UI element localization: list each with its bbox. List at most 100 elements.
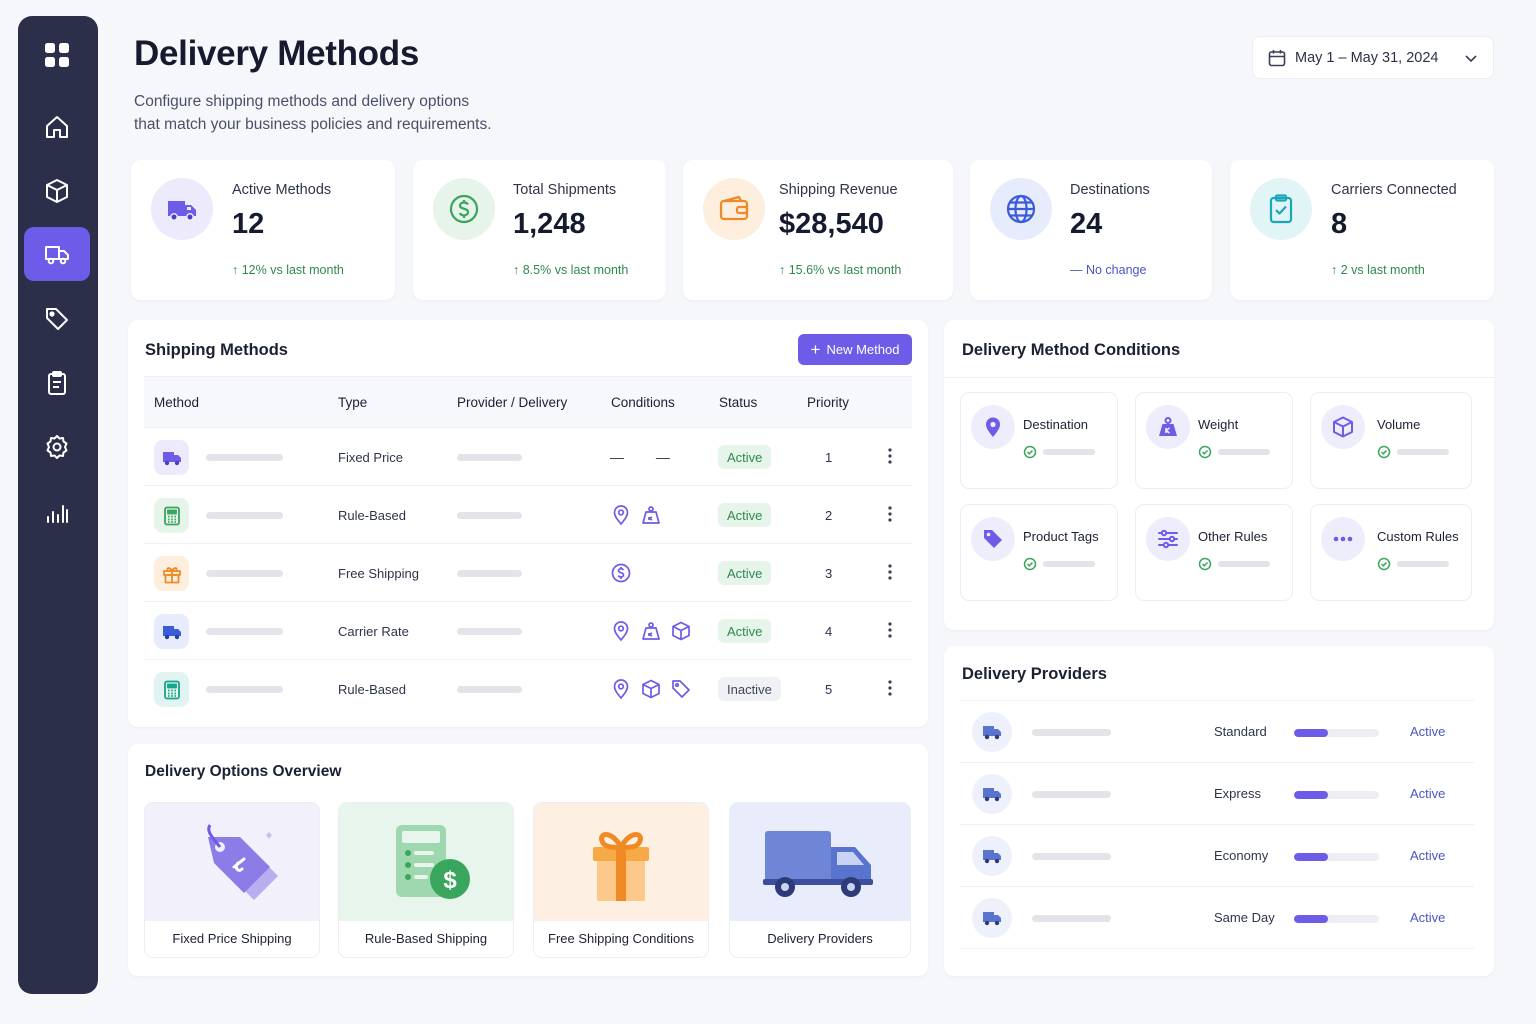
date-range-text: May 1 – May 31, 2024 [1295, 49, 1439, 66]
stat-change: ↑ 2 vs last month [1331, 263, 1425, 277]
conditions-cell [610, 618, 692, 644]
check-circle-icon [1198, 445, 1212, 459]
truck-icon [154, 440, 189, 475]
column-header-conditions[interactable]: Conditions [611, 395, 675, 410]
provider-row-economy[interactable]: Economy Active [960, 825, 1474, 887]
status-badge: Active [718, 619, 772, 643]
provider-placeholder [457, 454, 522, 461]
home-icon[interactable] [24, 100, 90, 154]
gear-icon[interactable] [24, 420, 90, 474]
provider-row-express[interactable]: Express Active [960, 763, 1474, 825]
box-icon[interactable] [24, 164, 90, 218]
method-type: Free Shipping [338, 566, 419, 581]
provider-placeholder [457, 686, 522, 693]
dash-icon: — — [610, 449, 684, 465]
condition-label: Weight [1198, 417, 1239, 432]
conditions-cell [610, 676, 692, 702]
subtitle-line-2: that match your business policies and re… [134, 116, 492, 133]
conditions-cell: — — [610, 444, 684, 470]
more-dots-icon [1321, 517, 1365, 561]
more-vertical-icon[interactable] [886, 620, 894, 640]
status-badge: Active [718, 445, 772, 469]
stat-card-shipping-revenue: Shipping Revenue $28,540 ↑ 15.6% vs last… [683, 160, 953, 300]
condition-label: Volume [1377, 417, 1421, 432]
method-name-placeholder [206, 512, 283, 519]
stat-value: 12 [232, 208, 265, 240]
option-card-delivery-providers[interactable]: Delivery Providers [729, 802, 911, 958]
column-header-provider[interactable]: Provider / Delivery [457, 395, 568, 410]
column-header-status[interactable]: Status [719, 395, 758, 410]
method-name-placeholder [206, 454, 283, 461]
chevron-down-icon [1465, 54, 1477, 62]
progress-fill [1294, 853, 1328, 861]
progress-fill [1294, 791, 1328, 799]
more-vertical-icon[interactable] [886, 446, 894, 466]
wallet-icon [703, 178, 765, 240]
table-row[interactable]: Rule-Based Inactive 5 [144, 660, 912, 718]
arrow-up-icon: ↑ [1331, 263, 1341, 277]
truck-icon [972, 898, 1012, 938]
weight-icon [642, 622, 660, 640]
dashboard-grid-icon[interactable] [24, 28, 90, 82]
clipboard-icon[interactable] [24, 356, 90, 410]
stat-card-carriers-connected: Carriers Connected 8 ↑ 2 vs last month [1230, 160, 1494, 300]
condition-card-custom-rules[interactable]: Custom Rules [1310, 504, 1472, 601]
condition-card-volume[interactable]: Volume [1310, 392, 1472, 489]
stat-label: Carriers Connected [1331, 182, 1457, 198]
more-vertical-icon[interactable] [886, 504, 894, 524]
analytics-icon[interactable] [24, 485, 90, 539]
column-header-method[interactable]: Method [154, 395, 200, 410]
provider-placeholder [457, 570, 522, 577]
priority-value: 2 [825, 508, 833, 523]
dollar-coin-icon [433, 178, 495, 240]
condition-card-product-tags[interactable]: Product Tags [960, 504, 1118, 601]
dash-icon: — [1070, 263, 1086, 277]
more-vertical-icon[interactable] [886, 562, 894, 582]
option-card-fixed-price[interactable]: Fixed Price Shipping [144, 802, 320, 958]
tag-icon[interactable] [24, 292, 90, 346]
column-header-type[interactable]: Type [338, 395, 368, 410]
truck-icon [154, 614, 189, 649]
gift-box-illustration [534, 803, 708, 921]
date-range-picker[interactable]: May 1 – May 31, 2024 [1252, 36, 1494, 79]
table-row[interactable]: Rule-Based Active 2 [144, 486, 912, 544]
price-tag-illustration [145, 803, 319, 921]
table-row[interactable]: Carrier Rate Active 4 [144, 602, 912, 660]
panel-title: Delivery Providers [962, 665, 1107, 683]
column-header-priority[interactable]: Priority [807, 395, 850, 410]
option-card-free-shipping[interactable]: Free Shipping Conditions [533, 802, 709, 958]
option-card-rule-based[interactable]: $ Rule-Based Shipping [338, 802, 514, 958]
stat-card-destinations: Destinations 24 — No change [970, 160, 1212, 300]
condition-placeholder [1397, 561, 1449, 567]
provider-row-same-day[interactable]: Same Day Active [960, 887, 1474, 949]
panel-title: Delivery Method Conditions [962, 341, 1181, 359]
stat-change: ↑ 12% vs last month [232, 263, 344, 277]
box-icon [672, 621, 690, 641]
provider-type: Standard [1214, 724, 1267, 739]
condition-card-destination[interactable]: Destination [960, 392, 1118, 489]
page-title: Delivery Methods [134, 34, 420, 73]
stat-card-active-methods: Active Methods 12 ↑ 12% vs last month [131, 160, 395, 300]
new-method-button[interactable]: + New Method [798, 334, 912, 365]
provider-row-standard[interactable]: Standard Active [960, 701, 1474, 763]
delivery-conditions-panel: Delivery Method Conditions Destination W… [944, 320, 1494, 630]
arrow-up-icon: ↑ [513, 263, 523, 277]
condition-card-other-rules[interactable]: Other Rules [1135, 504, 1293, 601]
truck-icon[interactable] [24, 227, 90, 281]
location-pin-icon [613, 679, 629, 700]
provider-type: Express [1214, 786, 1261, 801]
provider-progress-bar [1294, 729, 1379, 737]
provider-status: Active [1410, 910, 1446, 925]
option-label: Free Shipping Conditions [548, 931, 694, 946]
table-row[interactable]: Fixed Price — — Active 1 [144, 428, 912, 486]
globe-icon [990, 178, 1052, 240]
stat-change: ↑ 15.6% vs last month [779, 263, 902, 277]
table-row[interactable]: Free Shipping Active 3 [144, 544, 912, 602]
stat-label: Destinations [1070, 182, 1150, 198]
stat-value: 24 [1070, 208, 1103, 240]
clipboard-check-icon [1250, 178, 1312, 240]
condition-card-weight[interactable]: Weight [1135, 392, 1293, 489]
more-vertical-icon[interactable] [886, 678, 894, 698]
check-circle-icon [1377, 445, 1391, 459]
status-badge: Active [718, 561, 772, 585]
